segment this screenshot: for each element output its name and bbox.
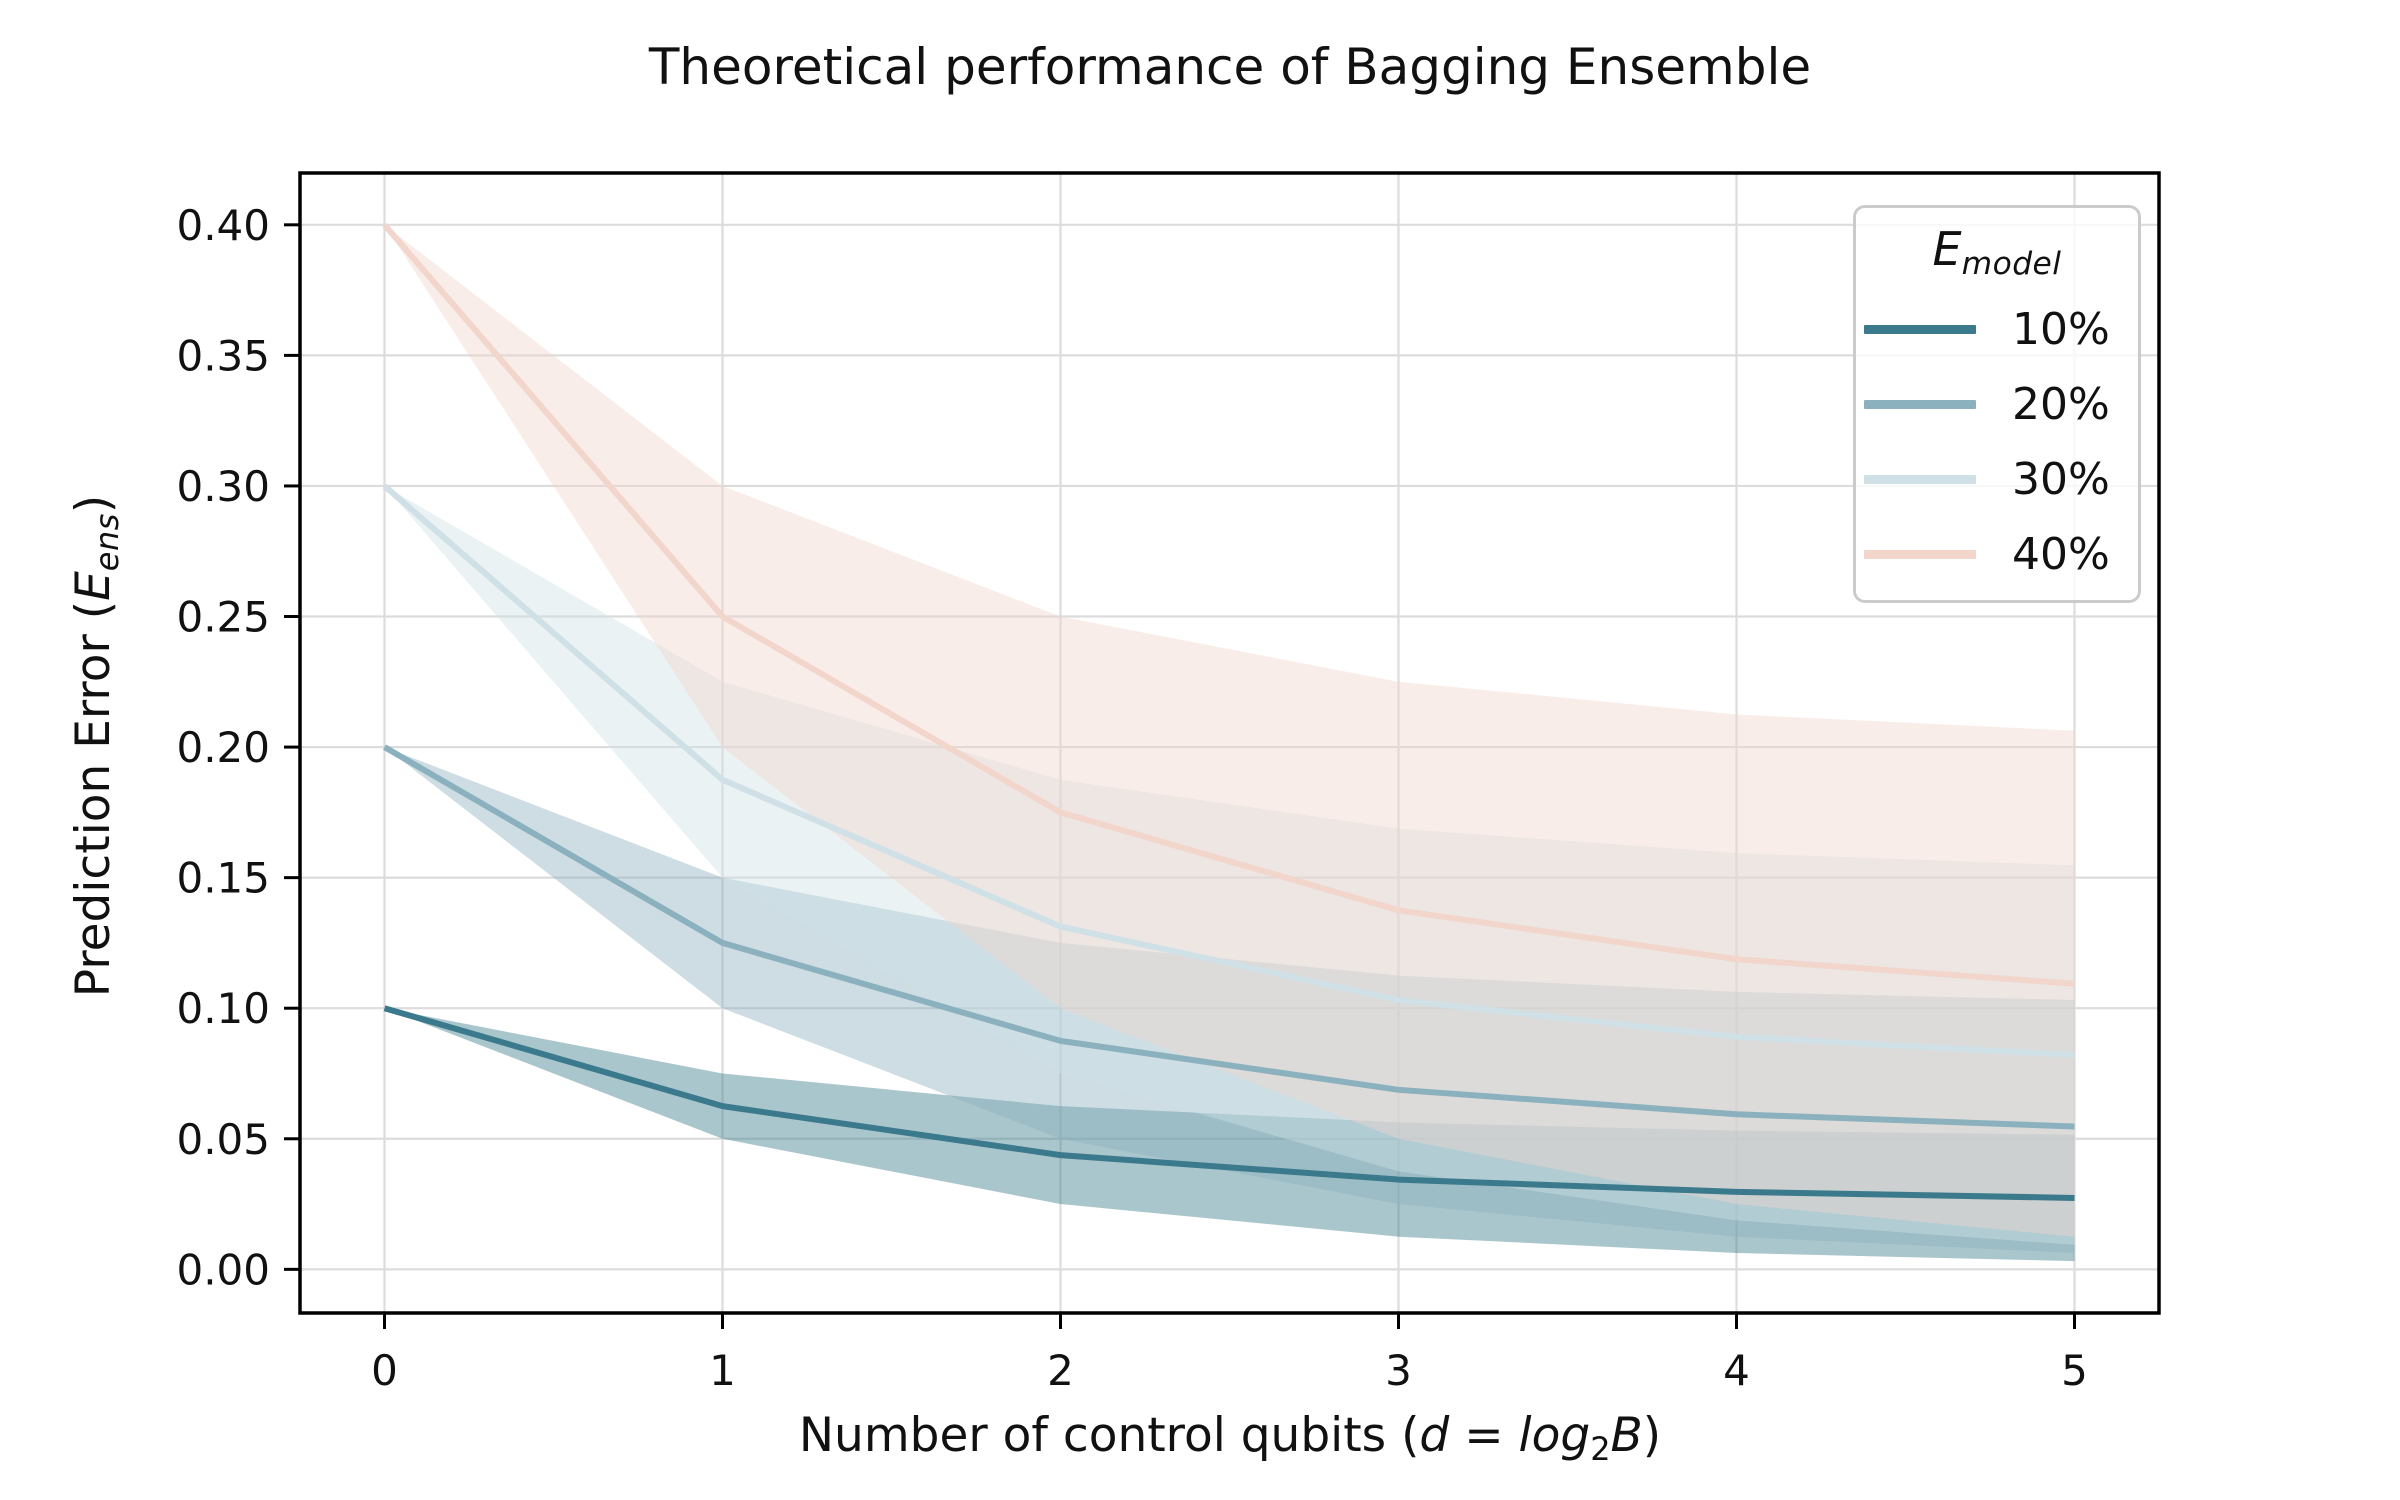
x-axis-label-text: Number of control qubits ( <box>798 1408 1420 1463</box>
x-tick-label: 1 <box>709 1346 736 1395</box>
y-axis-label-subscript: ens <box>87 513 126 572</box>
x-tick-label: 4 <box>1723 1346 1750 1395</box>
legend-entries: 10% 20% 30% 40% <box>1856 292 2138 592</box>
x-axis-label-var-d: d <box>1419 1408 1450 1463</box>
confidence-band-20% <box>384 747 2075 1254</box>
y-tick-label: 0.20 <box>176 723 270 772</box>
legend-label: 10% <box>2012 303 2110 355</box>
y-tick-label: 0.35 <box>176 331 270 380</box>
legend-row-10%: 10% <box>1856 292 2138 367</box>
x-tick-label: 3 <box>1385 1346 1412 1395</box>
series-line-10% <box>383 1005 2075 1201</box>
series-line-30% <box>382 483 2075 1059</box>
x-axis-label: Number of control qubits (d = log2B) <box>230 1408 2230 1468</box>
y-axis-label-text: Prediction Error ( <box>66 600 121 998</box>
x-tick-label: 0 <box>371 1346 398 1395</box>
plot-border <box>298 171 2161 1315</box>
y-axis-label-var: E <box>66 571 121 601</box>
confidence-band-40% <box>384 224 2075 1237</box>
legend-title-subscript: model <box>1961 245 2062 282</box>
x-axis-label-log: log <box>1518 1408 1591 1463</box>
y-tick-label: 0.40 <box>176 201 270 250</box>
confidence-band-30% <box>384 485 2075 1245</box>
legend-row-20%: 20% <box>1856 367 2138 442</box>
y-tick-label: 0.25 <box>176 593 270 642</box>
legend-swatch-30% <box>1864 474 1976 484</box>
x-axis-label-suffix: ) <box>1642 1408 1662 1463</box>
confidence-band-10% <box>384 1008 2075 1262</box>
chart-title: Theoretical performance of Bagging Ensem… <box>648 38 1812 96</box>
series-line-40% <box>382 222 2075 987</box>
legend-row-40%: 40% <box>1856 517 2138 592</box>
legend: Emodel 10% 20% 30% 40% <box>1853 205 2141 603</box>
legend-swatch-20% <box>1864 399 1976 409</box>
legend-label: 20% <box>2012 378 2110 430</box>
legend-title: Emodel <box>1856 222 2138 282</box>
y-tick-label: 0.10 <box>176 984 270 1033</box>
y-tick-label: 0.30 <box>176 462 270 511</box>
legend-swatch-10% <box>1864 324 1976 334</box>
legend-label: 30% <box>2012 453 2110 505</box>
y-axis-label-suffix: ) <box>66 494 121 514</box>
legend-row-30%: 30% <box>1856 442 2138 517</box>
legend-label: 40% <box>2012 528 2110 580</box>
legend-swatch-40% <box>1864 549 1976 559</box>
y-tick-label: 0.15 <box>176 854 270 903</box>
y-tick-label: 0.05 <box>176 1115 270 1164</box>
legend-title-var: E <box>1932 222 1962 276</box>
x-tick-label: 2 <box>1047 1346 1074 1395</box>
x-axis-label-log-subscript: 2 <box>1590 1429 1611 1468</box>
y-tick-label: 0.00 <box>176 1245 270 1294</box>
x-axis-label-eq: = <box>1449 1408 1519 1463</box>
x-axis-label-var-B: B <box>1610 1408 1643 1463</box>
y-axis-label: Prediction Error (Eens) <box>66 146 126 1346</box>
series-line-20% <box>382 744 2075 1130</box>
x-tick-label: 5 <box>2061 1346 2088 1395</box>
